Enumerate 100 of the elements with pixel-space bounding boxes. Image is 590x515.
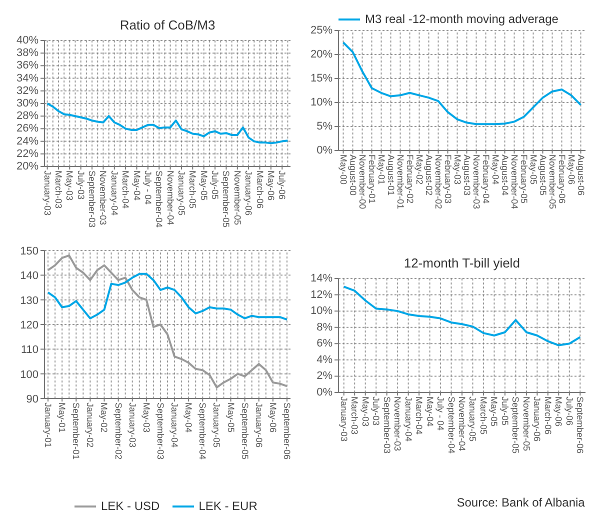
y-tick-label: 38% — [16, 47, 39, 60]
x-tick-label: March-05 — [478, 396, 488, 435]
y-tick-label: 10% — [310, 305, 333, 318]
x-tick-label: July-06 — [277, 170, 288, 200]
x-tick-label: February-02 — [404, 154, 415, 204]
x-tick-label: November-05 — [232, 170, 242, 226]
y-tick-label: 22% — [16, 148, 39, 160]
x-tick-label: January-03 — [127, 402, 138, 448]
x-tick-label: August-02 — [424, 154, 434, 196]
x-tick-label: September-02 — [113, 402, 124, 460]
x-tick-label: September-04 — [154, 170, 164, 228]
x-tick-label: February-04 — [480, 154, 491, 204]
x-tick-label: January-05 — [212, 402, 222, 448]
y-tick-label: 30% — [16, 98, 39, 110]
y-tick-label: 90 — [26, 394, 39, 406]
x-tick-label: November-03 — [392, 396, 403, 452]
x-tick-label: March-05 — [188, 170, 198, 209]
x-tick-label: September-05 — [240, 402, 250, 460]
y-tick-label: 4% — [316, 354, 333, 366]
x-tick-label: May-04 — [184, 402, 194, 433]
y-tick-label: 6% — [316, 338, 333, 350]
y-tick-label: 34% — [16, 72, 39, 84]
x-tick-label: May-06 — [566, 154, 576, 185]
source-note: Source: Bank of Albania — [456, 496, 586, 510]
x-tick-label: November-02 — [433, 154, 444, 210]
x-tick-label: November-00 — [357, 154, 368, 210]
y-tick-label: 24% — [16, 135, 39, 148]
y-tick-label: 110 — [20, 344, 39, 356]
x-tick-label: September-04 — [446, 396, 456, 454]
y-tick-label: 2% — [316, 370, 333, 382]
y-tick-label: 32% — [16, 84, 39, 97]
x-tick-label: January-06 — [244, 170, 254, 216]
x-tick-label: January-01 — [43, 402, 54, 448]
y-tick-label: 20% — [16, 160, 39, 172]
x-tick-label: July - 04 — [142, 170, 153, 205]
x-tick-label: March-04 — [414, 396, 424, 435]
x-tick-label: August-03 — [462, 154, 472, 196]
x-tick-label: February-06 — [556, 154, 567, 204]
legend-label: M3 real -12-month moving adverage — [365, 12, 558, 26]
y-tick-label: 25% — [310, 24, 333, 36]
x-tick-label: May-05 — [489, 396, 500, 427]
x-tick-label: January-05 — [176, 170, 186, 216]
x-tick-label: May-05 — [226, 402, 236, 433]
x-tick-label: May-03 — [64, 170, 75, 201]
x-tick-label: September-04 — [198, 402, 208, 460]
x-tick-label: May-02 — [414, 154, 424, 185]
y-tick-label: 10% — [310, 96, 333, 108]
chart-title: 12-month T-bill yield — [404, 256, 520, 270]
x-tick-label: September-06 — [575, 396, 586, 454]
x-tick-label: March-03 — [53, 170, 64, 209]
y-tick-label: 120 — [20, 320, 39, 332]
x-tick-label: November-03 — [98, 170, 108, 226]
x-tick-label: May-00 — [338, 154, 348, 185]
legend-label: LEK - EUR — [198, 499, 258, 513]
x-tick-label: January-03 — [338, 396, 349, 442]
y-tick-label: 8% — [316, 321, 333, 334]
x-tick-label: March-03 — [350, 396, 360, 435]
x-tick-label: July-03 — [76, 170, 86, 200]
x-tick-label: July-06 — [564, 396, 574, 426]
y-tick-label: 28% — [16, 110, 39, 122]
x-tick-label: May-03 — [141, 402, 152, 433]
x-tick-label: November-03 — [471, 154, 482, 210]
x-tick-label: January-04 — [170, 402, 180, 448]
x-tick-label: May-06 — [268, 402, 278, 433]
y-tick-label: 130 — [20, 294, 39, 307]
y-tick-label: 0% — [316, 386, 333, 398]
x-tick-label: May-04 — [490, 154, 500, 185]
line-series — [47, 272, 288, 321]
x-tick-label: May-03 — [360, 396, 370, 427]
x-tick-label: January-06 — [254, 402, 264, 448]
x-tick-label: May-05 — [198, 170, 209, 201]
x-tick-label: November-05 — [547, 154, 558, 210]
y-tick-label: 26% — [16, 122, 39, 135]
x-tick-label: November-04 — [165, 170, 176, 226]
x-tick-label: March-04 — [120, 170, 131, 209]
x-tick-label: November-04 — [509, 154, 520, 210]
chart-title: Ratio of CoB/M3 — [120, 18, 216, 32]
y-tick-label: 140 — [20, 270, 39, 282]
x-tick-label: May-06 — [266, 170, 276, 201]
x-tick-label: May-06 — [554, 396, 564, 427]
x-tick-label: July-03 — [371, 396, 382, 426]
x-tick-label: August-06 — [576, 154, 586, 196]
x-tick-label: August-00 — [348, 154, 358, 196]
x-tick-label: January-05 — [468, 396, 478, 442]
line-series — [342, 286, 582, 346]
x-tick-label: May-01 — [376, 154, 386, 185]
x-tick-label: January-06 — [532, 396, 542, 442]
x-tick-label: August-05 — [538, 154, 548, 196]
x-tick-label: February-01 — [366, 154, 377, 204]
x-tick-label: November-05 — [521, 396, 532, 452]
y-tick-label: 15% — [310, 72, 333, 84]
x-tick-label: March-06 — [542, 396, 553, 435]
x-tick-label: September-03 — [155, 402, 166, 460]
line-series — [342, 42, 582, 126]
y-tick-label: 14% — [310, 272, 333, 284]
x-tick-label: May-02 — [99, 402, 110, 433]
x-tick-label: May-04 — [132, 170, 142, 201]
x-tick-label: May-01 — [57, 402, 68, 433]
x-tick-label: January-03 — [42, 170, 52, 216]
x-tick-label: August-04 — [500, 154, 510, 196]
